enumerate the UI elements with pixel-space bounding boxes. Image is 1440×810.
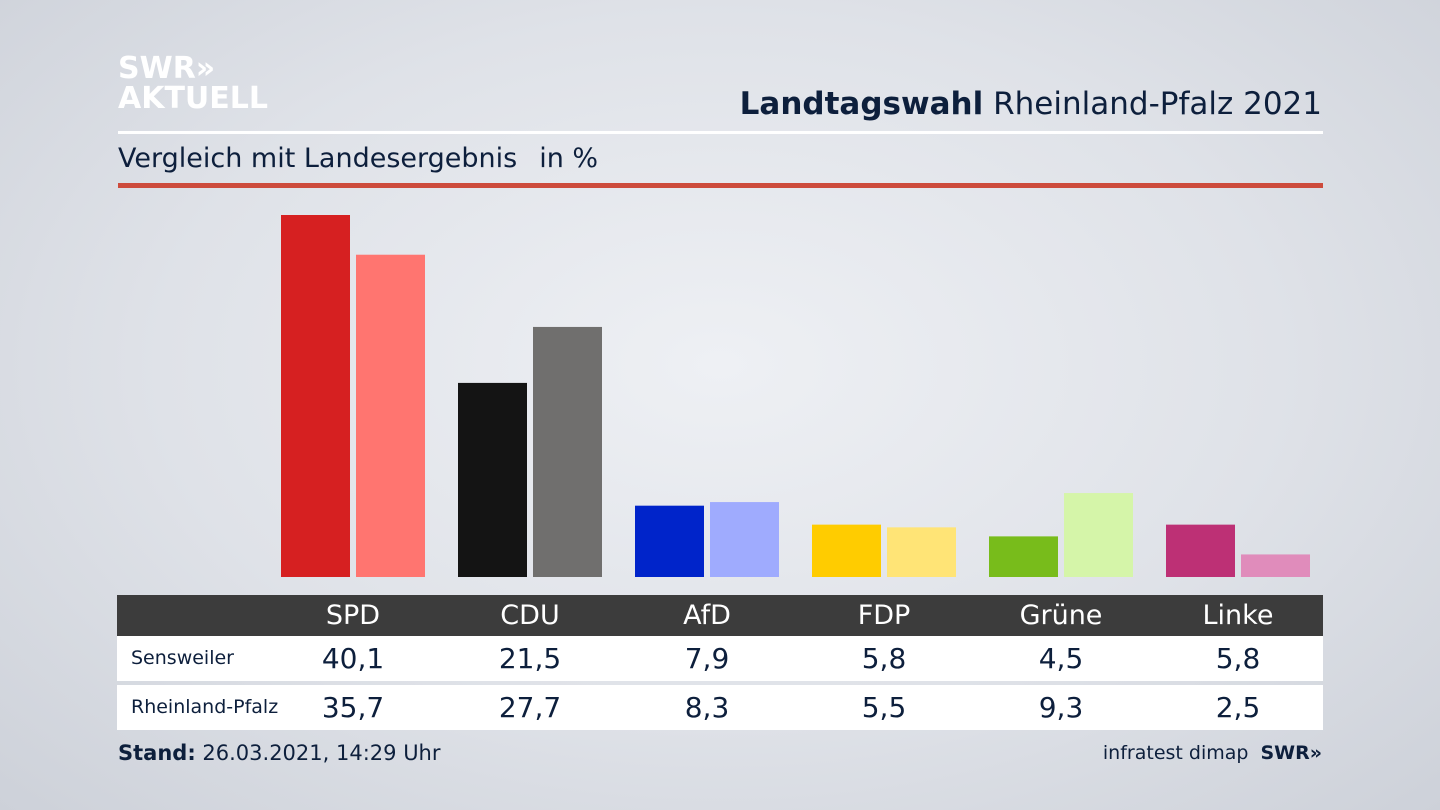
data-label-fdp-sensweiler: 5,8 <box>861 642 907 675</box>
data-label-afd-sensweiler: 7,9 <box>684 642 730 675</box>
stand-label: Stand: <box>118 741 196 765</box>
bar-cdu-rheinland-pfalz <box>533 326 602 577</box>
data-label-afd-rheinland-pfalz: 8,3 <box>684 691 730 724</box>
page-title: Landtagswahl Rheinland-Pfalz 2021 <box>740 86 1322 122</box>
timestamp: Stand: 26.03.2021, 14:29 Uhr <box>118 741 441 765</box>
tick-label-spd: SPD <box>325 600 381 631</box>
table-header: SPD CDU AfD FDP Grüne Linke <box>117 595 1323 636</box>
bar-gruene-sensweiler <box>989 536 1058 577</box>
bar-fdp-sensweiler <box>812 524 881 577</box>
title-bold: Landtagswahl <box>739 86 984 122</box>
subtitle-text: Vergleich mit Landesergebnis <box>118 143 518 174</box>
title-divider <box>118 131 1323 134</box>
tick-label-afd: AfD <box>683 600 731 631</box>
chart-subtitle: Vergleich mit Landesergebnis in % <box>118 143 598 174</box>
subtitle-divider <box>118 183 1323 188</box>
bar-fdp-rheinland-pfalz <box>887 527 956 577</box>
title-rest: Rheinland-Pfalz 2021 <box>993 86 1322 122</box>
tick-label-gruene: Grüne <box>1019 600 1103 631</box>
data-label-spd-sensweiler: 40,1 <box>321 642 385 675</box>
table-row: Rheinland-Pfalz 35,7 27,7 8,3 5,5 9,3 2,5 <box>117 685 1323 730</box>
data-label-spd-rheinland-pfalz: 35,7 <box>321 691 385 724</box>
bar-afd-rheinland-pfalz <box>710 502 779 577</box>
bar-linke-sensweiler <box>1166 524 1235 577</box>
subtitle-unit: in % <box>539 143 599 174</box>
bar-cdu-sensweiler <box>458 382 527 577</box>
swr-logo-small: SWR» <box>1260 742 1322 764</box>
table-row: Sensweiler 40,1 21,5 7,9 5,8 4,5 5,8 <box>117 636 1323 681</box>
data-label-fdp-rheinland-pfalz: 5,5 <box>861 691 907 724</box>
bar-gruene-rheinland-pfalz <box>1064 493 1133 577</box>
swr-aktuell-logo: SWR» AKTUELL <box>118 54 268 114</box>
logo-line-2: AKTUELL <box>118 81 269 116</box>
row-label-rheinland-pfalz: Rheinland-Pfalz <box>131 696 279 718</box>
row-label-sensweiler: Sensweiler <box>131 647 234 669</box>
data-label-linke-sensweiler: 5,8 <box>1215 642 1261 675</box>
data-label-gruene-rheinland-pfalz: 9,3 <box>1038 691 1084 724</box>
bar-linke-rheinland-pfalz <box>1241 554 1310 577</box>
data-label-linke-rheinland-pfalz: 2,5 <box>1215 691 1261 724</box>
tick-label-linke: Linke <box>1202 600 1274 631</box>
results-table: SPD CDU AfD FDP Grüne Linke Sensweiler 40,1 21… <box>117 595 1323 730</box>
tick-label-cdu: CDU <box>500 600 560 631</box>
bar-afd-sensweiler <box>635 505 704 577</box>
bar-spd-sensweiler <box>281 215 350 577</box>
data-label-gruene-sensweiler: 4,5 <box>1038 642 1084 675</box>
data-label-cdu-rheinland-pfalz: 27,7 <box>498 691 562 724</box>
bar-spd-rheinland-pfalz <box>356 254 425 577</box>
data-label-cdu-sensweiler: 21,5 <box>498 642 562 675</box>
tick-label-fdp: FDP <box>857 600 911 631</box>
source-credit: infratest dimap SWR» <box>1103 742 1322 764</box>
source-name: infratest dimap <box>1102 742 1249 764</box>
logo-line-1: SWR» <box>118 51 216 86</box>
stand-value: 26.03.2021, 14:29 Uhr <box>202 741 441 765</box>
